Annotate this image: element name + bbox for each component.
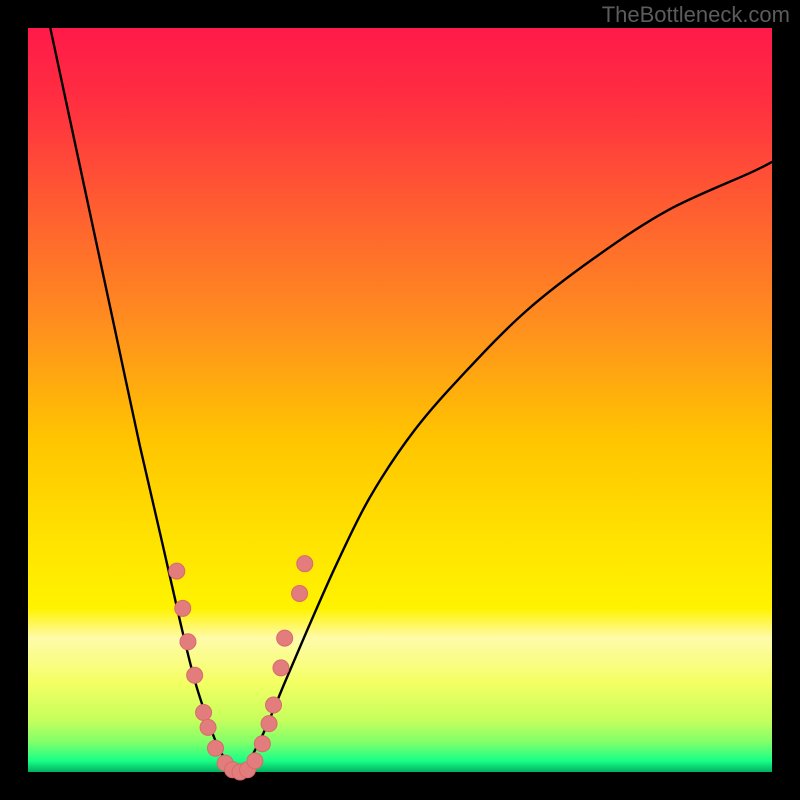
- data-marker: [277, 630, 293, 646]
- data-marker: [261, 716, 277, 732]
- chart-frame: TheBottleneck.com: [0, 0, 800, 800]
- data-marker: [247, 753, 263, 769]
- chart-svg: [0, 0, 800, 800]
- data-marker: [266, 697, 282, 713]
- data-marker: [175, 600, 191, 616]
- watermark-text: TheBottleneck.com: [602, 2, 790, 28]
- data-marker: [297, 556, 313, 572]
- data-marker: [187, 667, 203, 683]
- data-marker: [273, 660, 289, 676]
- data-marker: [254, 736, 270, 752]
- data-marker: [196, 704, 212, 720]
- data-marker: [207, 740, 223, 756]
- data-marker: [180, 634, 196, 650]
- data-marker: [292, 585, 308, 601]
- data-marker: [169, 563, 185, 579]
- data-marker: [200, 719, 216, 735]
- plot-background: [28, 28, 772, 772]
